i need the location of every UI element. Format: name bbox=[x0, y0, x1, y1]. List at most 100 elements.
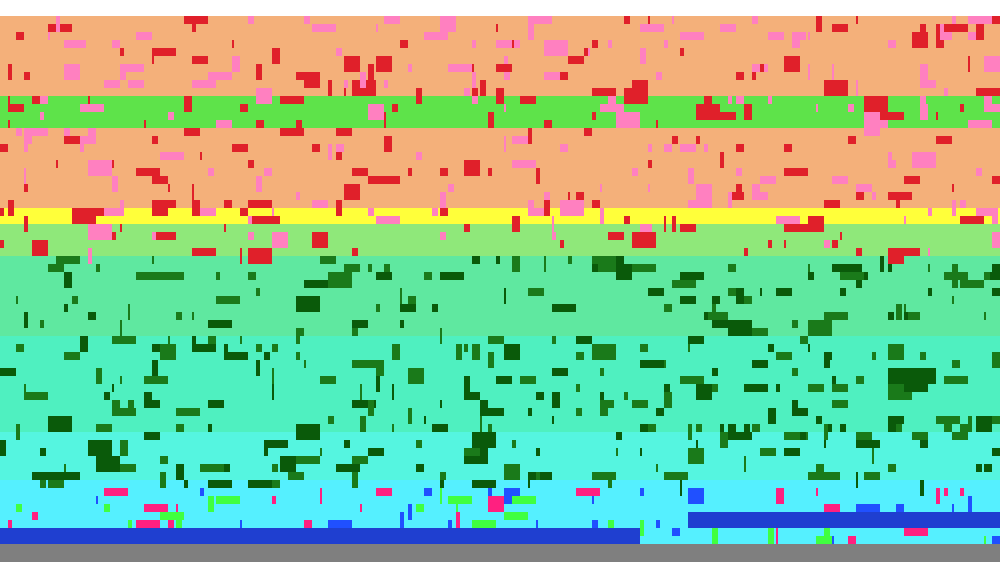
glitch-block bbox=[392, 16, 398, 24]
glitch-block bbox=[336, 152, 342, 160]
glitch-block bbox=[352, 248, 358, 256]
glitch-block bbox=[680, 272, 704, 280]
glitch-block bbox=[392, 384, 394, 400]
glitch-block bbox=[984, 96, 992, 104]
glitch-block bbox=[680, 32, 704, 40]
glitch-block bbox=[448, 520, 452, 528]
glitch-block bbox=[368, 400, 372, 408]
glitch-block bbox=[528, 24, 534, 40]
glitch-block bbox=[496, 376, 512, 384]
glitch-block bbox=[488, 424, 492, 432]
glitch-block bbox=[304, 360, 306, 368]
glitch-block bbox=[440, 400, 442, 408]
glitch-block bbox=[968, 56, 970, 72]
glitch-block bbox=[928, 288, 932, 296]
glitch-block bbox=[104, 504, 110, 512]
glitch-block bbox=[192, 344, 216, 352]
glitch-block bbox=[824, 240, 830, 248]
glitch-block bbox=[744, 104, 752, 120]
top-white-strip bbox=[0, 0, 1000, 16]
glitch-block bbox=[752, 328, 768, 336]
glitch-block bbox=[352, 80, 376, 96]
glitch-block bbox=[64, 136, 88, 144]
glitch-block bbox=[664, 40, 668, 48]
bottom-gray-bar bbox=[0, 544, 1000, 562]
glitch-block bbox=[440, 168, 448, 176]
glitch-block bbox=[24, 392, 48, 400]
glitch-block bbox=[256, 360, 260, 376]
glitch-block bbox=[280, 128, 304, 136]
glitch-block bbox=[792, 320, 798, 328]
glitch-block bbox=[120, 440, 128, 456]
glitch-block bbox=[688, 488, 704, 504]
glitch-block bbox=[40, 448, 46, 456]
glitch-block bbox=[208, 336, 216, 344]
glitch-block bbox=[296, 192, 300, 200]
glitch-block bbox=[648, 144, 652, 152]
glitch-block bbox=[768, 96, 772, 104]
glitch-block bbox=[768, 408, 776, 424]
glitch-block bbox=[824, 440, 826, 448]
glitch-block bbox=[232, 144, 248, 152]
glitch-block bbox=[784, 432, 808, 440]
glitch-block bbox=[0, 144, 8, 152]
glitch-block bbox=[992, 16, 1000, 24]
glitch-block bbox=[608, 232, 624, 240]
glitch-block bbox=[600, 368, 604, 376]
glitch-block bbox=[592, 496, 594, 504]
glitch-block bbox=[192, 184, 194, 200]
glitch-block bbox=[616, 264, 622, 280]
glitch-block bbox=[224, 200, 232, 208]
glitch-block bbox=[904, 384, 928, 392]
glitch-block bbox=[344, 440, 350, 448]
glitch-block bbox=[944, 376, 968, 384]
glitch-block bbox=[944, 424, 952, 432]
glitch-block bbox=[352, 360, 376, 368]
glitch-block bbox=[248, 16, 254, 24]
glitch-block bbox=[544, 120, 552, 128]
glitch-block bbox=[144, 376, 168, 384]
glitch-block bbox=[856, 376, 864, 384]
glitch-block bbox=[16, 424, 20, 440]
glitch-block bbox=[552, 216, 554, 232]
glitch-block bbox=[240, 520, 242, 528]
glitch-block bbox=[984, 104, 1000, 112]
glitch-block bbox=[696, 136, 700, 144]
glitch-block bbox=[152, 232, 176, 240]
glitch-block bbox=[80, 136, 96, 144]
glitch-block bbox=[40, 96, 48, 104]
glitch-block bbox=[328, 272, 352, 288]
glitch-block bbox=[728, 288, 736, 296]
glitch-block bbox=[128, 304, 130, 320]
glitch-block bbox=[704, 312, 708, 320]
glitch-block bbox=[488, 496, 504, 512]
glitch-block bbox=[912, 152, 936, 168]
glitch-block bbox=[232, 40, 234, 48]
glitch-block bbox=[552, 392, 560, 408]
glitch-block bbox=[816, 104, 818, 112]
glitch-block bbox=[16, 296, 18, 304]
glitch-block bbox=[720, 112, 736, 120]
glitch-block bbox=[680, 296, 696, 304]
glitch-block bbox=[88, 248, 92, 264]
glitch-block bbox=[88, 224, 112, 232]
glitch-block bbox=[344, 80, 348, 88]
glitch-block bbox=[184, 96, 192, 112]
glitch-block bbox=[128, 520, 132, 528]
glitch-block bbox=[544, 256, 546, 272]
glitch-block bbox=[728, 192, 732, 208]
glitch-block bbox=[208, 496, 214, 512]
glitch-block bbox=[64, 40, 80, 48]
glitch-block bbox=[504, 72, 510, 80]
glitch-block bbox=[144, 120, 146, 128]
glitch-block bbox=[976, 24, 984, 40]
glitch-block bbox=[632, 264, 656, 272]
glitch-block bbox=[936, 488, 940, 504]
glitch-block bbox=[664, 360, 666, 368]
glitch-block bbox=[488, 112, 494, 128]
glitch-block bbox=[200, 152, 202, 160]
glitch-block bbox=[512, 440, 516, 448]
glitch-block bbox=[976, 416, 992, 424]
glitch-block bbox=[704, 96, 712, 104]
glitch-block bbox=[992, 416, 1000, 424]
